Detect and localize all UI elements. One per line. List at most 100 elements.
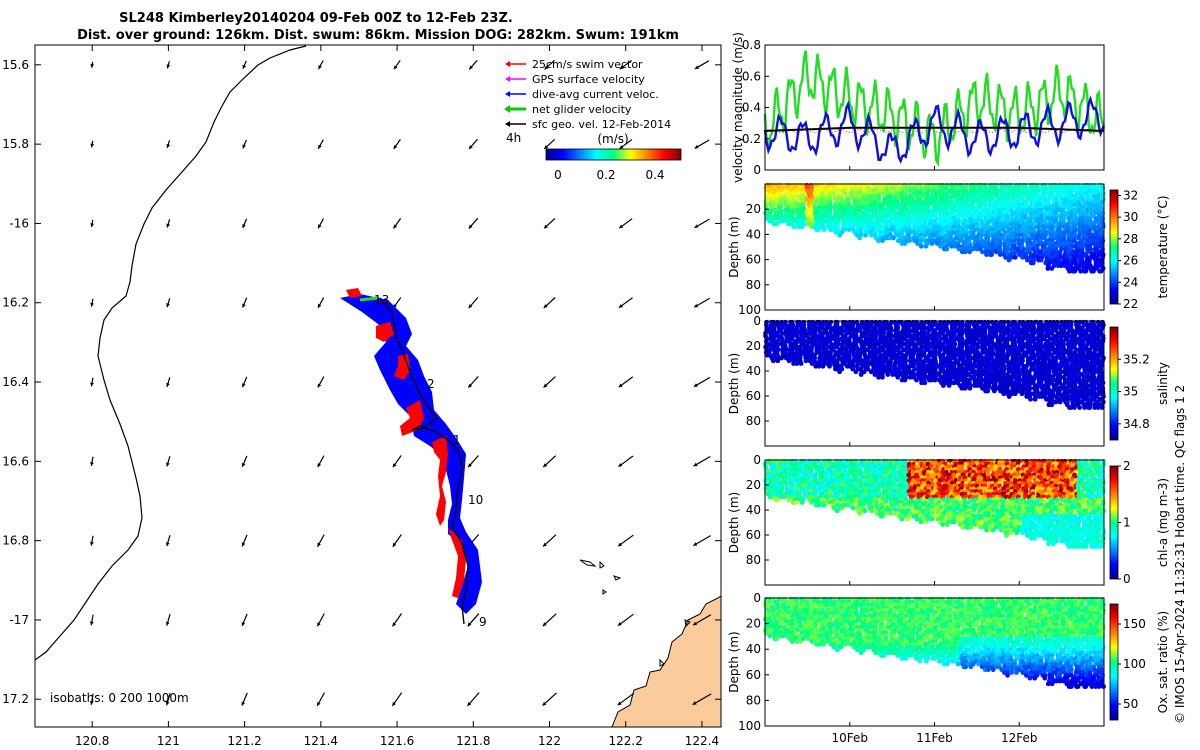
profile-sample-dot: [1030, 260, 1036, 266]
current-vector-arrowhead: [165, 621, 170, 626]
profile-sample-dot: [962, 385, 968, 391]
day-label: 9: [479, 615, 487, 629]
map-y-tick-label: 16.2: [2, 296, 29, 310]
current-vector-arrowhead: [544, 145, 549, 149]
dive-avg-current-band: [340, 294, 482, 614]
y-tick-label: 0.6: [742, 69, 761, 83]
profile-sample-dot: [885, 372, 891, 377]
profile-sample-dot: [846, 227, 852, 233]
current-vector-arrowhead: [392, 701, 396, 706]
legend-net-glider: net glider velocity: [532, 103, 632, 116]
current-vector-arrowhead: [618, 463, 623, 467]
current-vector-arrowhead: [543, 463, 548, 468]
current-vector-arrowhead: [317, 383, 322, 388]
profile-sample-dot: [839, 229, 845, 235]
profile-sample-dot: [907, 238, 912, 244]
current-vector-arrowhead: [392, 542, 397, 547]
current-vector-arrowhead: [693, 462, 698, 467]
current-vector-arrowhead: [393, 65, 398, 70]
profile-sample-dot: [1032, 396, 1038, 402]
profile-sample-dot: [809, 500, 815, 505]
profile-sample-dot: [902, 241, 908, 246]
current-vector-arrowhead: [317, 542, 321, 547]
colorbar-tick-label: 22: [1123, 297, 1138, 311]
current-vector-arrowhead: [241, 701, 246, 706]
profile-sample-dot: [786, 221, 791, 227]
profile-sample-dot: [1019, 391, 1025, 397]
current-vector-arrowhead: [468, 383, 473, 388]
profile-sample-dot: [782, 494, 788, 500]
current-vector-arrowhead: [695, 65, 700, 69]
current-vector-arrowhead: [392, 463, 397, 468]
current-vector-arrowhead: [467, 622, 472, 627]
profile-sample-dot: [775, 497, 781, 503]
profile-sample-dot: [985, 388, 991, 394]
current-vector-arrowhead: [242, 64, 247, 69]
profile-sample-dot: [770, 358, 776, 364]
y-tick-label: 60: [746, 389, 761, 403]
island: [613, 575, 622, 581]
y-tick-label: 0: [753, 314, 761, 328]
profile-sample-dot: [895, 238, 901, 244]
y-tick-label: 20: [746, 339, 761, 353]
y-tick-label: 40: [746, 227, 761, 241]
current-vector-arrowhead: [166, 303, 170, 308]
panel-ylabel: Depth (m): [727, 216, 741, 277]
colorbar-tick: 0.4: [645, 168, 664, 182]
current-vector-arrowhead: [467, 701, 472, 706]
profile-sample-dot: [880, 374, 885, 380]
profile-sample-dot: [791, 224, 797, 230]
current-vector-arrowhead: [318, 303, 322, 308]
current-vector-arrowhead: [694, 303, 699, 308]
current-vector-arrow: [692, 693, 712, 706]
current-vector-arrowhead: [617, 701, 622, 706]
map-y-tick-label: 16.6: [2, 454, 29, 468]
current-vector-arrowhead: [619, 224, 624, 229]
panel-ylabel: velocity magnitude (m/s): [731, 32, 745, 183]
profile-sample-dot: [876, 238, 881, 244]
current-vector-arrowhead: [166, 144, 171, 148]
profile-sample-dot: [922, 380, 928, 386]
profile-sample-dot: [800, 497, 806, 503]
y-tick-label: 80: [746, 414, 761, 428]
map-x-tick-label: 121.4: [304, 734, 338, 748]
y-tick-label: 0.4: [742, 101, 761, 115]
profile-sample-dot: [842, 227, 848, 233]
current-vector-arrowhead: [89, 701, 94, 705]
net-glider-velocity-mark: [359, 296, 379, 302]
current-vector-arrowhead: [90, 63, 95, 68]
map-axes: 120.8 121 121.2 121.4 121.6 121.8 122 122.2 122.…: [2, 45, 721, 748]
map-x-tick-label: 122.2: [609, 734, 643, 748]
map-legend: 25cm/s swim vector GPS surface velocity …: [504, 58, 682, 182]
profile-sample-dot: [1077, 405, 1082, 410]
panel-colorbar: [1109, 189, 1119, 305]
current-vector-arrowhead: [392, 622, 397, 627]
current-vector-arrowhead: [90, 302, 94, 307]
colorbar-tick-label: 30: [1123, 210, 1138, 224]
y-tick-label: 80: [746, 278, 761, 292]
current-vector-arrowhead: [89, 621, 94, 626]
profile-sample-dot: [1049, 402, 1055, 408]
current-vector-arrowhead: [90, 223, 95, 228]
current-vector-arrowhead: [692, 701, 697, 705]
map-y-tick-label: 15.6: [2, 58, 29, 72]
profile-sample-dot: [967, 385, 973, 391]
profile-sample-dot: [798, 361, 804, 366]
panel-colorbar: [1109, 326, 1119, 441]
legend-gps-surface: GPS surface velocity: [532, 73, 645, 86]
map-y-tick-label: 17.2: [2, 692, 29, 706]
day-label: 13: [374, 293, 389, 307]
y-tick-label: 0.8: [742, 38, 761, 52]
profile-sample-dot: [914, 377, 919, 383]
colorbar-unit: (m/s): [597, 132, 628, 146]
profile-sample-dot: [932, 377, 938, 383]
profile-sample-dot: [944, 246, 950, 252]
current-vector-arrowhead: [393, 224, 398, 229]
colorbar-label: salinity: [1156, 362, 1170, 405]
colorbar-tick-label: 26: [1123, 254, 1138, 268]
current-vector-arrowhead: [544, 65, 549, 70]
profile-sample-dot: [869, 232, 874, 238]
